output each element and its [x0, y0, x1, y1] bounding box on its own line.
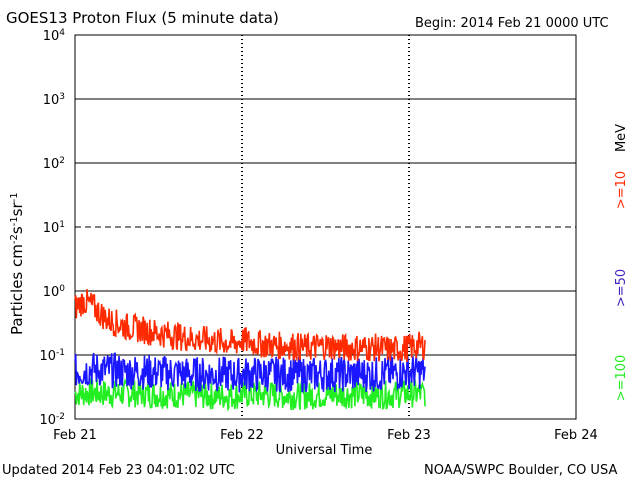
x-tick-label: Feb 22: [220, 428, 264, 443]
x-axis-label: Universal Time: [276, 443, 373, 458]
y-tick-label: 100: [43, 284, 66, 300]
chart-title: GOES13 Proton Flux (5 minute data): [6, 9, 279, 27]
x-tick-label: Feb 21: [53, 428, 97, 443]
x-tick-label: Feb 23: [387, 428, 431, 443]
credit-text: NOAA/SWPC Boulder, CO USA: [424, 463, 617, 478]
plot-area: Feb 21 Feb 22 Feb 23 Feb 24 10-2 10-1 100 101 10…: [39, 28, 597, 443]
y-tick-label: 103: [43, 92, 65, 108]
y-axis-label-main: Particles cm: [8, 244, 26, 335]
series-line-gte50: [74, 352, 426, 393]
y-tick-label: 104: [43, 28, 66, 44]
x-tick-label: Feb 24: [554, 428, 598, 443]
legend-gte50: >=50: [614, 269, 629, 307]
y-axis-label-sr: sr: [8, 202, 26, 217]
updated-timestamp: Updated 2014 Feb 23 04:01:02 UTC: [2, 463, 235, 478]
legend-unit-mev: MeV: [614, 124, 629, 152]
begin-date: Begin: 2014 Feb 21 0000 UTC: [415, 16, 609, 31]
y-axis-label-exp3: -1: [9, 192, 20, 202]
legend-gte100: >=100: [614, 355, 629, 402]
y-tick-label: 10-2: [39, 412, 65, 428]
y-axis-label: Particles cm-2s-1sr-1: [8, 192, 26, 335]
y-axis-label-exp2: -1: [9, 216, 20, 226]
legend-gte10: >=10: [614, 171, 629, 209]
y-tick-label: 101: [43, 220, 65, 236]
series-line-gte10: [74, 289, 426, 363]
y-tick-label: 10-1: [39, 348, 65, 364]
y-tick-label: 102: [43, 156, 65, 172]
series-line-gte100: [74, 377, 426, 412]
y-axis-label-s: s: [8, 226, 26, 234]
y-axis-label-exp1: -2: [9, 234, 20, 244]
